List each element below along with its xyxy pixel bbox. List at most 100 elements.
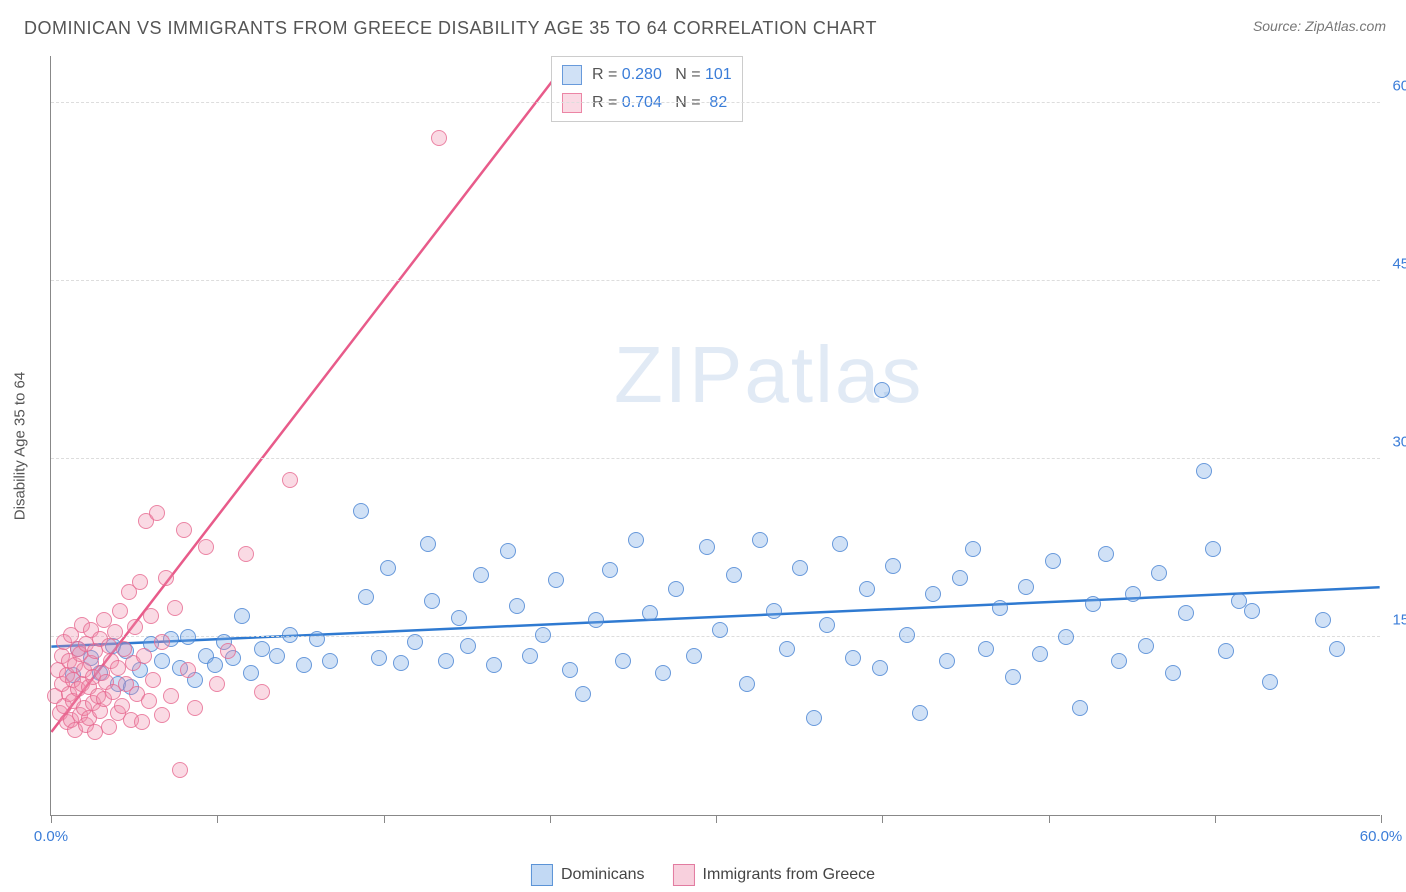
- x-tick: [217, 815, 218, 823]
- scatter-point: [163, 688, 179, 704]
- x-tick: [1049, 815, 1050, 823]
- scatter-point: [358, 589, 374, 605]
- stats-swatch: [562, 93, 582, 113]
- scatter-point: [739, 676, 755, 692]
- scatter-point: [101, 719, 117, 735]
- scatter-point: [149, 505, 165, 521]
- y-axis-label: Disability Age 35 to 64: [12, 372, 29, 520]
- scatter-point: [309, 631, 325, 647]
- scatter-point: [1045, 553, 1061, 569]
- scatter-point: [859, 581, 875, 597]
- scatter-point: [1218, 643, 1234, 659]
- scatter-point: [132, 574, 148, 590]
- scatter-point: [1085, 596, 1101, 612]
- scatter-point: [642, 605, 658, 621]
- scatter-point: [912, 705, 928, 721]
- scatter-point: [136, 648, 152, 664]
- scatter-point: [628, 532, 644, 548]
- scatter-point: [952, 570, 968, 586]
- scatter-point: [1205, 541, 1221, 557]
- scatter-point: [187, 700, 203, 716]
- scatter-point: [1151, 565, 1167, 581]
- scatter-point: [779, 641, 795, 657]
- x-tick: [882, 815, 883, 823]
- chart-title: DOMINICAN VS IMMIGRANTS FROM GREECE DISA…: [24, 18, 877, 39]
- x-tick: [550, 815, 551, 823]
- scatter-point: [254, 641, 270, 657]
- stats-row: R = 0.704 N = 82: [562, 89, 732, 117]
- stats-text: R = 0.704 N = 82: [592, 89, 727, 117]
- y-tick-label: 45.0%: [1392, 255, 1406, 272]
- gridline: [51, 102, 1380, 103]
- scatter-point: [1329, 641, 1345, 657]
- scatter-point: [939, 653, 955, 669]
- scatter-point: [686, 648, 702, 664]
- scatter-point: [588, 612, 604, 628]
- legend-label: Dominicans: [561, 866, 645, 884]
- scatter-point: [965, 541, 981, 557]
- legend-swatch: [673, 864, 695, 886]
- scatter-point: [522, 648, 538, 664]
- scatter-point: [473, 567, 489, 583]
- x-tick-label: 60.0%: [1360, 828, 1403, 845]
- scatter-point: [872, 660, 888, 676]
- scatter-point: [141, 693, 157, 709]
- scatter-point: [180, 662, 196, 678]
- scatter-point: [978, 641, 994, 657]
- legend-swatch: [531, 864, 553, 886]
- trend-lines-layer: [51, 56, 1380, 815]
- scatter-point: [269, 648, 285, 664]
- y-tick-label: 30.0%: [1392, 433, 1406, 450]
- scatter-point: [575, 686, 591, 702]
- scatter-point: [509, 598, 525, 614]
- scatter-point: [127, 619, 143, 635]
- scatter-point: [322, 653, 338, 669]
- scatter-point: [845, 650, 861, 666]
- scatter-point: [615, 653, 631, 669]
- scatter-point: [602, 562, 618, 578]
- scatter-point: [107, 624, 123, 640]
- scatter-point: [110, 660, 126, 676]
- scatter-point: [1138, 638, 1154, 654]
- scatter-point: [548, 572, 564, 588]
- scatter-point: [238, 546, 254, 562]
- scatter-point: [806, 710, 822, 726]
- legend-label: Immigrants from Greece: [703, 866, 875, 884]
- scatter-point: [407, 634, 423, 650]
- scatter-point: [451, 610, 467, 626]
- scatter-point: [1032, 646, 1048, 662]
- x-tick-label: 0.0%: [34, 828, 68, 845]
- scatter-point: [353, 503, 369, 519]
- x-tick: [1381, 815, 1382, 823]
- stats-text: R = 0.280 N = 101: [592, 61, 732, 89]
- plot-area: ZIPatlas R = 0.280 N = 101R = 0.704 N = …: [50, 56, 1380, 816]
- scatter-point: [254, 684, 270, 700]
- scatter-point: [207, 657, 223, 673]
- scatter-point: [874, 382, 890, 398]
- scatter-point: [371, 650, 387, 666]
- scatter-point: [562, 662, 578, 678]
- scatter-point: [500, 543, 516, 559]
- scatter-point: [154, 653, 170, 669]
- gridline: [51, 280, 1380, 281]
- scatter-point: [535, 627, 551, 643]
- correlation-stats-box: R = 0.280 N = 101R = 0.704 N = 82: [551, 56, 743, 122]
- scatter-point: [668, 581, 684, 597]
- scatter-point: [832, 536, 848, 552]
- scatter-point: [180, 629, 196, 645]
- y-tick-label: 60.0%: [1392, 77, 1406, 94]
- scatter-point: [424, 593, 440, 609]
- scatter-point: [1315, 612, 1331, 628]
- scatter-point: [699, 539, 715, 555]
- scatter-point: [1111, 653, 1127, 669]
- scatter-point: [712, 622, 728, 638]
- scatter-point: [885, 558, 901, 574]
- scatter-point: [296, 657, 312, 673]
- scatter-point: [220, 643, 236, 659]
- scatter-point: [819, 617, 835, 633]
- scatter-point: [154, 634, 170, 650]
- scatter-point: [172, 762, 188, 778]
- scatter-point: [726, 567, 742, 583]
- x-tick: [51, 815, 52, 823]
- scatter-point: [766, 603, 782, 619]
